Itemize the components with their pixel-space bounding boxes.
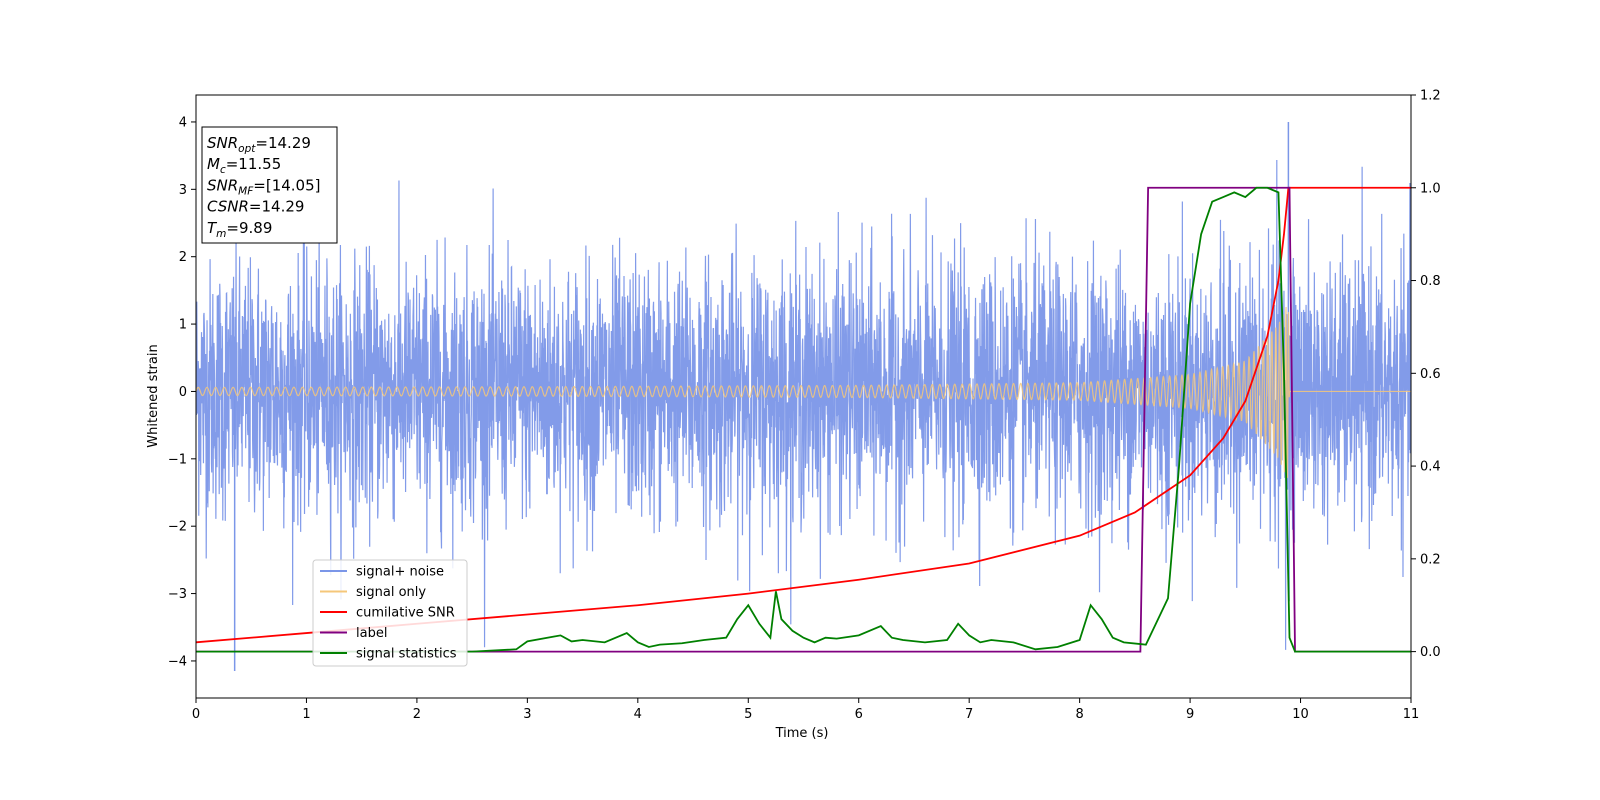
series-signal-only — [196, 307, 1411, 479]
annotation-symbol: SNR — [207, 134, 238, 152]
plot-frame — [195, 94, 1412, 699]
y-axis-label: Whitened strain — [146, 344, 161, 447]
y-left-tick-label: −4 — [168, 654, 187, 669]
annotation-frame — [201, 126, 338, 244]
series-line-signal-statistics — [196, 186, 1411, 653]
y-right-tick-label: 0.2 — [1420, 552, 1441, 567]
annotation-line: Mc=11.55 — [207, 155, 281, 176]
annotation-value: =14.29 — [255, 134, 311, 152]
annotation-line: CSNR=14.29 — [207, 198, 304, 216]
y-right-tick-label: 0.6 — [1420, 367, 1441, 382]
series-lines — [196, 186, 1411, 653]
x-tick-label: 4 — [634, 707, 642, 722]
annotation-line: SNRopt=14.29 — [207, 134, 311, 155]
legend: signal+ noise signal only cumilative SNR la… — [312, 559, 468, 667]
y-left-tick-label: 4 — [179, 115, 187, 130]
x-tick-label: 8 — [1075, 707, 1083, 722]
y-left-tick-label: −3 — [168, 587, 187, 602]
annotation-symbol: T — [207, 219, 218, 237]
legend-label: signal only — [356, 585, 426, 600]
x-axis-label: Time (s) — [775, 726, 829, 741]
annotation-subscript: m — [216, 228, 226, 240]
y-right-tick-label: 0.4 — [1420, 460, 1441, 475]
x-tick-label: 6 — [855, 707, 863, 722]
legend-label: signal+ noise — [356, 565, 444, 580]
y-right-tick-label: 1.2 — [1420, 89, 1441, 104]
y-right-tick-label: 1.0 — [1420, 181, 1441, 196]
series-line-cumilative-snr — [196, 186, 1411, 644]
annotation-subscript: MF — [238, 185, 254, 197]
legend-label: signal statistics — [356, 647, 457, 662]
y-left-tick-label: 0 — [179, 385, 187, 400]
annotation-subscript: opt — [238, 143, 256, 155]
annotation-value: =[14.05] — [253, 176, 320, 194]
annotation-subscript: c — [220, 164, 226, 176]
y-right-tick-label: 0.0 — [1420, 645, 1441, 660]
x-tick-label: 2 — [413, 707, 421, 722]
x-tick-label: 10 — [1292, 707, 1309, 722]
annotation-value: =11.55 — [226, 155, 282, 173]
y-right-tick-label: 0.8 — [1420, 274, 1441, 289]
y-left-tick-label: 3 — [179, 183, 187, 198]
signal-noise-line — [196, 160, 1411, 650]
annotation-symbol: SNR — [207, 176, 238, 194]
y-left-tick-label: −2 — [168, 520, 187, 535]
legend-frame — [312, 559, 468, 667]
annotation-line: Tm=9.89 — [207, 219, 272, 240]
annotation-symbol: CSNR — [207, 198, 249, 216]
x-axis-ticks: 0 1 2 3 4 5 6 7 8 9 10 11 — [192, 698, 1419, 722]
annotation-value: =14.29 — [249, 198, 305, 216]
annotation-value: =9.89 — [226, 219, 272, 237]
annotation-line: SNRMF=[14.05] — [207, 176, 321, 197]
legend-label: cumilative SNR — [356, 606, 455, 621]
x-tick-label: 5 — [744, 707, 752, 722]
y-left-tick-label: −1 — [168, 452, 187, 467]
y-left-tick-label: 2 — [179, 250, 187, 265]
stats-annotation-box: SNRopt=14.29Mc=11.55SNRMF=[14.05]CSNR=14… — [201, 126, 338, 244]
x-tick-label: 9 — [1186, 707, 1194, 722]
x-tick-label: 11 — [1403, 707, 1420, 722]
signal-only-line — [196, 307, 1411, 479]
legend-label: label — [356, 626, 387, 641]
x-tick-label: 3 — [523, 707, 531, 722]
x-tick-label: 7 — [965, 707, 973, 722]
y-left-tick-label: 1 — [179, 318, 187, 333]
x-tick-label: 1 — [302, 707, 310, 722]
y-left-axis-ticks: −4 −3 −2 −1 0 1 2 3 4 — [168, 115, 196, 669]
x-tick-label: 0 — [192, 707, 200, 722]
y-right-axis-ticks: 0.0 0.2 0.4 0.6 0.8 1.0 1.2 — [1411, 89, 1441, 660]
annotation-symbol: M — [207, 155, 220, 173]
